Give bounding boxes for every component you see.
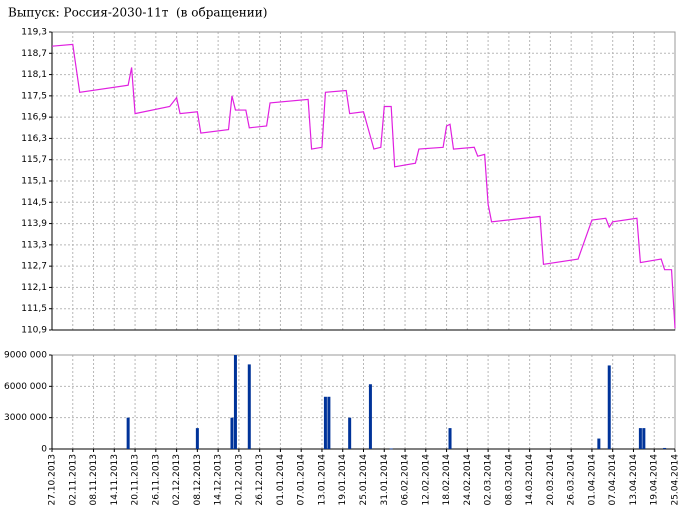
bar <box>642 428 646 449</box>
y-tick-label: 118,7 <box>21 49 47 59</box>
x-tick-label: 08.12.2013 <box>193 454 203 506</box>
y-tick-label: 118,1 <box>21 70 47 80</box>
y-tick-label: 113,3 <box>21 240 47 250</box>
y-tick-label: 9000 000 <box>4 351 47 361</box>
y-tick-label: 3000 000 <box>4 413 47 423</box>
bar <box>348 417 352 449</box>
x-tick-label: 14.11.2013 <box>110 454 120 506</box>
y-tick-label: 0 <box>41 445 47 455</box>
x-tick-label: 13.01.2014 <box>317 454 327 506</box>
bar <box>327 396 331 449</box>
bar <box>195 428 199 449</box>
bar <box>607 365 611 449</box>
x-tick-label: 26.11.2013 <box>151 454 161 506</box>
x-tick-label: 26.12.2013 <box>255 454 265 506</box>
y-tick-label: 117,5 <box>21 91 47 101</box>
x-tick-label: 01.04.2014 <box>587 454 597 506</box>
y-tick-label: 112,7 <box>21 262 47 272</box>
y-tick-label: 116,3 <box>21 134 47 144</box>
x-tick-label: 20.03.2014 <box>546 454 556 506</box>
y-tick-label: 114,5 <box>21 198 47 208</box>
bar <box>368 384 372 449</box>
y-tick-label: 115,1 <box>21 177 47 187</box>
y-tick-label: 6000 000 <box>4 382 47 392</box>
x-tick-label: 14.12.2013 <box>214 454 224 506</box>
x-tick-label: 02.12.2013 <box>172 454 182 506</box>
x-tick-label: 20.11.2013 <box>131 454 141 506</box>
bar <box>247 364 251 449</box>
x-tick-label: 27.10.2013 <box>48 454 58 506</box>
x-tick-label: 20.12.2013 <box>234 454 244 506</box>
y-tick-label: 115,7 <box>21 155 47 165</box>
x-tick-label: 08.11.2013 <box>89 454 99 506</box>
bar <box>448 428 452 449</box>
bar <box>663 447 667 449</box>
y-tick-label: 112,1 <box>21 283 47 293</box>
bar <box>230 417 234 449</box>
bar <box>126 417 130 449</box>
bar <box>389 448 393 450</box>
plot-frame <box>51 354 676 450</box>
y-tick-label: 116,9 <box>21 113 47 123</box>
bar <box>638 428 642 449</box>
x-tick-label: 19.01.2014 <box>338 454 348 506</box>
x-tick-label: 08.03.2014 <box>504 454 514 506</box>
x-tick-label: 06.02.2014 <box>401 454 411 506</box>
x-tick-label: 31.01.2014 <box>380 454 390 506</box>
y-tick-label: 110,9 <box>21 326 47 336</box>
chart-title: Выпуск: Россия-2030-11т (в обращении) <box>8 6 267 20</box>
x-tick-label: 25.01.2014 <box>359 454 369 506</box>
bar <box>597 438 601 449</box>
x-tick-label: 13.04.2014 <box>629 454 639 506</box>
x-tick-label: 07.01.2014 <box>297 454 307 506</box>
x-tick-label: 26.03.2014 <box>567 454 577 506</box>
x-tick-label: 24.02.2014 <box>463 454 473 506</box>
x-tick-label: 12.02.2014 <box>421 454 431 506</box>
x-tick-label: 02.03.2014 <box>484 454 494 506</box>
x-tick-label: 14.03.2014 <box>525 454 535 506</box>
x-tick-label: 02.11.2013 <box>68 454 78 506</box>
x-tick-label: 25.04.2014 <box>671 454 681 506</box>
x-tick-label: 19.04.2014 <box>650 454 660 506</box>
y-tick-label: 119,3 <box>21 28 47 38</box>
price-line <box>51 43 676 329</box>
x-tick-label: 01.01.2014 <box>276 454 286 506</box>
bar <box>323 396 327 449</box>
bar <box>233 355 237 449</box>
y-tick-label: 113,9 <box>21 219 47 229</box>
x-tick-label: 07.04.2014 <box>608 454 618 506</box>
y-tick-label: 111,5 <box>21 304 47 314</box>
x-tick-label: 18.02.2014 <box>442 454 452 506</box>
